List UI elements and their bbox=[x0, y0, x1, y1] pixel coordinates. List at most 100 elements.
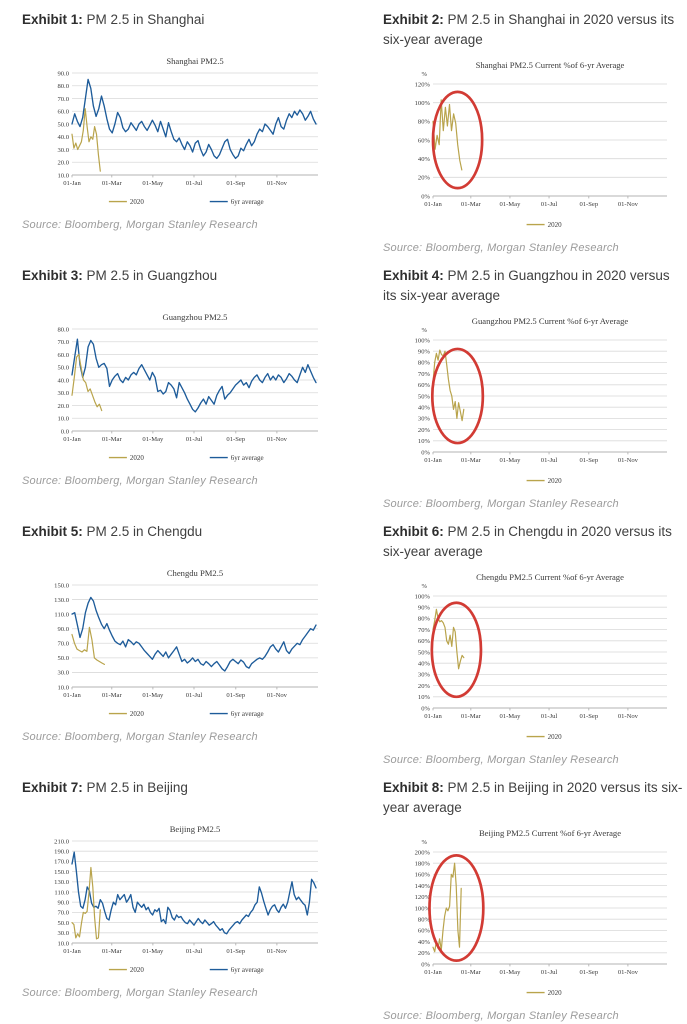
line-chart-svg: Shanghai PM2.5 90.0 80.0 70.0 60.0 50.0 40.0 30… bbox=[57, 56, 318, 206]
svg-text:80.0: 80.0 bbox=[57, 326, 69, 333]
x-tick-labels: 01-Jan 01-Mar 01-May 01-Jul 01-Sep 01-Nov bbox=[424, 195, 639, 208]
chart-title: Chengdu PM2.5 bbox=[167, 568, 223, 578]
source-note-2: Source: Bloomberg, Morgan Stanley Resear… bbox=[383, 241, 619, 254]
chart-shanghai-ratio: Shanghai PM2.5 Current %of 6-yr Average 1… bbox=[383, 54, 683, 237]
svg-text:10.0: 10.0 bbox=[57, 416, 69, 423]
svg-text:0%: 0% bbox=[421, 449, 430, 456]
svg-text:30.0: 30.0 bbox=[57, 390, 69, 397]
series-line-6yr-average bbox=[71, 851, 317, 935]
svg-text:20.0: 20.0 bbox=[57, 160, 69, 167]
exhibit-4-description: PM 2.5 in Guangzhou in 2020 versus its s… bbox=[383, 268, 670, 304]
series-line-2020 bbox=[71, 353, 103, 412]
chart-title: Shanghai PM2.5 bbox=[166, 56, 223, 66]
chart-chengdu-pm25: Chengdu PM2.5 150.0 130.0 110.0 90.0 70.0 50.0… bbox=[22, 565, 348, 726]
exhibit-2-label: Exhibit 2: bbox=[383, 12, 444, 27]
svg-text:50.0: 50.0 bbox=[57, 655, 69, 662]
svg-text:90%: 90% bbox=[418, 604, 431, 611]
series-line-2020 bbox=[432, 349, 465, 421]
svg-text:130.0: 130.0 bbox=[54, 597, 70, 604]
svg-text:01-Jul: 01-Jul bbox=[541, 969, 558, 976]
svg-text:40%: 40% bbox=[418, 155, 431, 162]
svg-text:01-Mar: 01-Mar bbox=[461, 457, 482, 464]
svg-text:10.0: 10.0 bbox=[57, 940, 69, 947]
svg-text:01-Jan: 01-Jan bbox=[424, 457, 442, 464]
x-tick-labels: 01-Jan 01-Mar 01-May 01-Jul 01-Sep 01-Nov bbox=[63, 175, 288, 187]
svg-text:20%: 20% bbox=[418, 426, 431, 433]
svg-text:60.0: 60.0 bbox=[57, 109, 69, 116]
chart-legend: 2020 6yr average bbox=[108, 198, 264, 206]
svg-text:70%: 70% bbox=[418, 370, 431, 377]
chart-legend: 2020 bbox=[526, 733, 562, 741]
chart-legend: 2020 bbox=[526, 477, 563, 485]
svg-text:140%: 140% bbox=[415, 882, 431, 889]
chart-shanghai-pm25: Shanghai PM2.5 90.0 80.0 70.0 60.0 50.0 40.0 30… bbox=[22, 53, 348, 214]
svg-text:190.0: 190.0 bbox=[54, 849, 70, 856]
svg-text:01-May: 01-May bbox=[142, 180, 164, 187]
exhibit-7-label: Exhibit 7: bbox=[22, 780, 83, 795]
svg-text:01-Jan: 01-Jan bbox=[424, 201, 442, 208]
series-line-6yr-average bbox=[71, 78, 317, 160]
svg-text:01-Nov: 01-Nov bbox=[618, 457, 639, 464]
svg-text:01-Mar: 01-Mar bbox=[461, 969, 482, 976]
gridlines: 150.0 130.0 110.0 90.0 70.0 50.0 30.0 10.0 bbox=[54, 582, 318, 691]
chart-title: Beijing PM2.5 Current %of 6-yr Average bbox=[479, 828, 621, 838]
svg-text:01-May: 01-May bbox=[499, 457, 521, 464]
svg-text:100%: 100% bbox=[415, 593, 431, 600]
source-note-6: Source: Bloomberg, Morgan Stanley Resear… bbox=[383, 753, 619, 766]
svg-text:80%: 80% bbox=[418, 118, 431, 125]
svg-text:210.0: 210.0 bbox=[54, 838, 70, 845]
svg-text:70.0: 70.0 bbox=[57, 96, 69, 103]
legend-label: 2020 bbox=[130, 454, 145, 462]
exhibit-3-description: PM 2.5 in Guangzhou bbox=[86, 268, 218, 283]
svg-text:60%: 60% bbox=[418, 382, 431, 389]
svg-text:01-Nov: 01-Nov bbox=[618, 201, 639, 208]
gridlines: 80.0 70.0 60.0 50.0 40.0 30.0 20.0 10.0 0.0 bbox=[57, 326, 318, 435]
gridlines: 100% 90% 80% 70% 60% 50% 40% 30% 20% 10% 0% bbox=[415, 593, 667, 712]
chart-legend: 2020 6yr average bbox=[108, 710, 264, 718]
exhibit-panel-6: Exhibit 6: PM 2.5 in Chengdu in 2020 ver… bbox=[352, 512, 687, 768]
chart-title: Chengdu PM2.5 Current %of 6-yr Average bbox=[476, 572, 624, 582]
svg-text:01-Nov: 01-Nov bbox=[267, 180, 288, 187]
source-note-8: Source: Bloomberg, Morgan Stanley Resear… bbox=[383, 1009, 619, 1022]
gridlines: 200% 180% 160% 140% 120% 100% 80% 60% 40% 20% 0% bbox=[415, 849, 667, 968]
series-line-2020 bbox=[71, 866, 101, 940]
line-chart-svg: Chengdu PM2.5 Current %of 6-yr Average 10… bbox=[415, 572, 667, 741]
y-axis-unit-label: % bbox=[422, 71, 428, 78]
line-chart-svg: Beijing PM2.5 Current %of 6-yr Average 20… bbox=[415, 828, 667, 997]
svg-text:30%: 30% bbox=[418, 415, 431, 422]
chart-chengdu-ratio: Chengdu PM2.5 Current %of 6-yr Average 10… bbox=[383, 566, 683, 749]
exhibit-6-title: Exhibit 6: PM 2.5 in Chengdu in 2020 ver… bbox=[383, 522, 683, 563]
legend-label: 2020 bbox=[548, 477, 563, 485]
svg-text:100%: 100% bbox=[415, 337, 431, 344]
svg-text:30.0: 30.0 bbox=[57, 930, 69, 937]
svg-text:90.0: 90.0 bbox=[57, 900, 69, 907]
svg-text:80.0: 80.0 bbox=[57, 83, 69, 90]
svg-text:01-Jul: 01-Jul bbox=[186, 180, 203, 187]
chart-title: Shanghai PM2.5 Current %of 6-yr Average bbox=[476, 60, 625, 70]
series-line-2020 bbox=[432, 98, 463, 170]
svg-text:01-Jul: 01-Jul bbox=[541, 201, 558, 208]
svg-text:01-Jul: 01-Jul bbox=[186, 948, 203, 955]
svg-text:01-Sep: 01-Sep bbox=[226, 436, 245, 443]
svg-text:01-Sep: 01-Sep bbox=[579, 969, 598, 976]
svg-text:90.0: 90.0 bbox=[57, 70, 69, 77]
chart-title: Guangzhou PM2.5 Current %of 6-yr Average bbox=[472, 316, 629, 326]
gridlines: 90.0 80.0 70.0 60.0 50.0 40.0 30.0 20.0 10.0 bbox=[57, 70, 318, 179]
chart-title: Beijing PM2.5 bbox=[170, 824, 221, 834]
line-chart-svg: Guangzhou PM2.5 Current %of 6-yr Average… bbox=[415, 316, 667, 485]
exhibit-1-description: PM 2.5 in Shanghai bbox=[86, 12, 205, 27]
svg-text:150.0: 150.0 bbox=[54, 869, 70, 876]
svg-text:01-Jan: 01-Jan bbox=[63, 436, 81, 443]
gridlines: 100% 90% 80% 70% 60% 50% 40% 30% 20% 10% 0% bbox=[415, 337, 667, 456]
chart-legend: 2020 bbox=[526, 221, 563, 229]
svg-text:01-Jan: 01-Jan bbox=[424, 969, 442, 976]
line-chart-svg: Chengdu PM2.5 150.0 130.0 110.0 90.0 70.0 50.0… bbox=[54, 568, 318, 718]
svg-text:40%: 40% bbox=[418, 938, 431, 945]
svg-text:01-Jul: 01-Jul bbox=[186, 692, 203, 699]
svg-text:01-Nov: 01-Nov bbox=[618, 969, 639, 976]
svg-text:70.0: 70.0 bbox=[57, 339, 69, 346]
exhibit-panel-5: Exhibit 5: PM 2.5 in Chengdu Chengdu PM2… bbox=[0, 512, 352, 768]
legend-label: 2020 bbox=[548, 221, 563, 229]
svg-text:01-Nov: 01-Nov bbox=[618, 713, 639, 720]
svg-text:01-Nov: 01-Nov bbox=[267, 948, 288, 955]
